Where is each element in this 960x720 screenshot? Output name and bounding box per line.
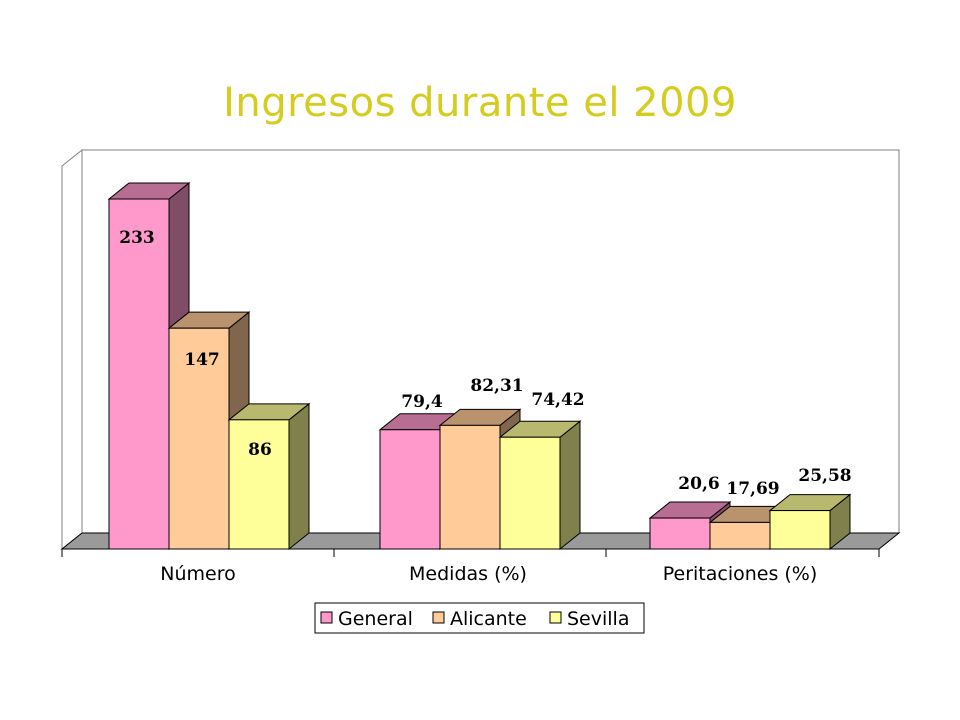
value-label: 86 <box>248 440 272 460</box>
category-axis: Número Medidas (%) Peritaciones (%) <box>61 548 880 585</box>
value-label: 17,69 <box>726 479 779 499</box>
legend-swatch <box>549 611 562 624</box>
legend-swatch <box>320 611 333 624</box>
value-label: 20,6 <box>678 474 719 494</box>
category-label: Medidas (%) <box>409 563 527 585</box>
chart-title: Ingresos durante el 2009 <box>223 80 737 126</box>
legend-label: Alicante <box>450 608 527 630</box>
chart-bars <box>107 181 852 551</box>
bar-sevilla-0 <box>227 402 311 551</box>
chart-legend: General Alicante Sevilla <box>314 602 645 634</box>
bar-sevilla-2 <box>768 493 852 551</box>
bar-general-2 <box>648 501 732 551</box>
category-label: Peritaciones (%) <box>663 563 818 585</box>
legend-item-alicante: Alicante <box>432 608 527 630</box>
legend-item-sevilla: Sevilla <box>549 608 629 630</box>
value-labels: 233 147 86 79,4 82,31 74,42 20,6 17,69 25,58 <box>119 228 851 499</box>
value-label: 25,58 <box>798 466 851 486</box>
side-wall <box>61 148 83 551</box>
category-label: Número <box>160 563 235 585</box>
legend-box <box>314 602 645 634</box>
legend-item-general: General <box>320 608 413 630</box>
value-label: 82,31 <box>470 376 523 396</box>
legend-label: Sevilla <box>567 608 629 630</box>
value-label: 79,4 <box>401 392 443 412</box>
legend-label: General <box>338 608 413 630</box>
bar-sevilla-1 <box>498 420 582 551</box>
legend-swatch <box>432 611 445 624</box>
value-label: 233 <box>119 228 155 248</box>
value-label: 74,42 <box>531 390 584 410</box>
value-label: 147 <box>184 350 220 370</box>
